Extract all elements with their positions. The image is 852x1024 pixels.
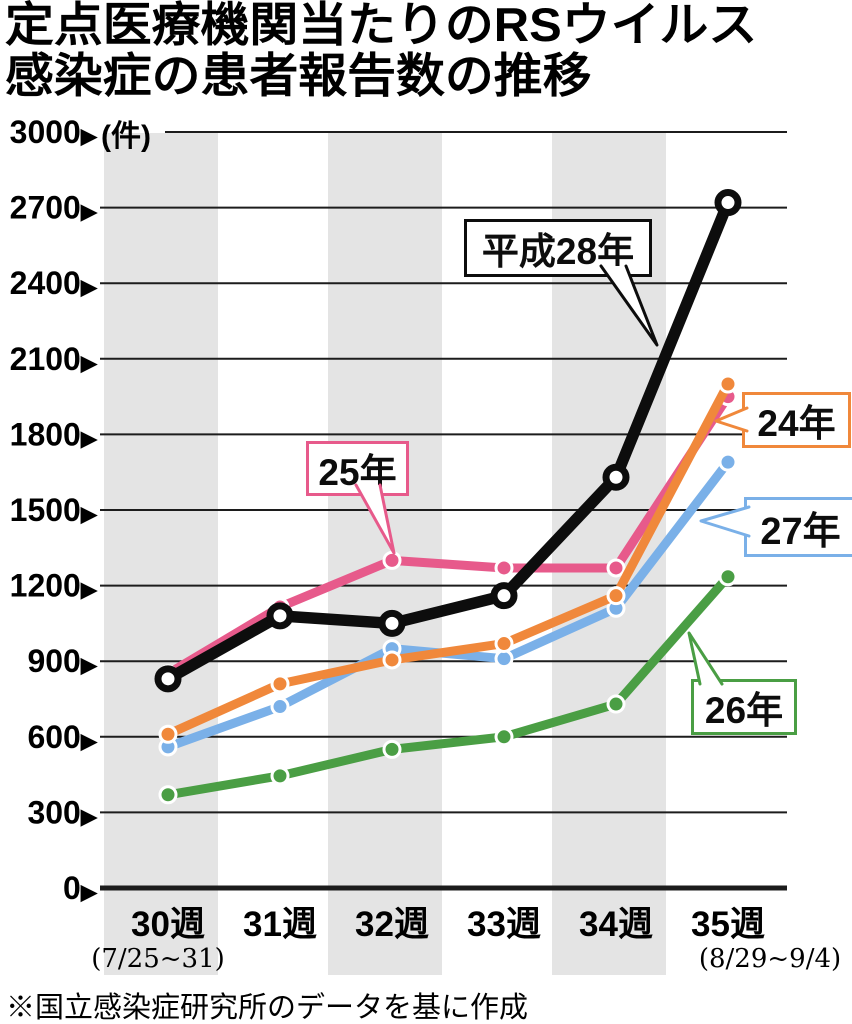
data-point-27年-w1 <box>270 697 290 717</box>
data-point-24年-w1 <box>270 674 290 694</box>
title-line-1: 定点医療機関当たりのRSウイルス <box>5 0 758 51</box>
data-point-25年-w4 <box>606 558 626 578</box>
series-label-year24: 24年 <box>742 392 851 448</box>
x-tick-label-week2: 32週 <box>355 905 429 944</box>
x-tick-label-week0: 30週 <box>131 905 205 944</box>
x-tick-label-week4: 34週 <box>579 905 653 944</box>
data-point-26年-w3 <box>494 727 514 747</box>
data-point-25年-w3 <box>494 558 514 578</box>
series-label-year27-text: 27年 <box>760 510 841 553</box>
series-line-26年 <box>163 572 733 800</box>
x-date-range-label: (8/29~9/4) <box>699 944 841 974</box>
series-label-heisei28: 平成28年 <box>464 219 652 277</box>
x-tick-label-week1: 31週 <box>243 905 317 944</box>
series-line-24年 <box>163 379 733 739</box>
series-label-year26-text: 26年 <box>704 690 784 731</box>
y-tick-label-1500: 1500▶ <box>10 492 98 528</box>
data-point-平成28年-w4 <box>602 463 630 491</box>
y-tick-label-1200: 1200▶ <box>10 568 98 604</box>
data-point-24年-w4 <box>606 586 626 606</box>
x-date-range-label: (7/25~31) <box>91 944 225 974</box>
series-line-平成28年 <box>162 196 734 685</box>
data-point-24年-w0 <box>158 724 178 744</box>
series-label-year25-text: 25年 <box>318 451 397 493</box>
series-label-year25: 25年 <box>306 441 409 496</box>
tick-arrow-icon: ▶ <box>80 503 98 526</box>
data-point-27年-w3 <box>494 649 514 669</box>
x-tick-label-week3: 33週 <box>467 905 541 944</box>
data-point-平成28年-w0 <box>154 665 182 693</box>
y-tick-label-600: 600▶ <box>27 719 97 755</box>
source-note: ※国立感染症研究所のデータを基に作成 <box>6 990 529 1024</box>
data-point-24年-w2 <box>382 650 402 670</box>
data-point-平成28年-w1 <box>266 602 294 630</box>
y-tick-label-2100: 2100▶ <box>10 341 98 377</box>
x-tick-label-week5: 35週 <box>691 905 765 944</box>
title-line-2: 感染症の患者報告数の推移 <box>5 48 592 102</box>
series-label-year26: 26年 <box>691 679 797 735</box>
series-label-heisei28-text: 平成28年 <box>481 231 635 272</box>
data-point-平成28年-w5 <box>714 189 742 217</box>
tick-arrow-icon: ▶ <box>80 276 98 299</box>
series-label-year24-text: 24年 <box>757 403 836 444</box>
y-tick-label-300: 300▶ <box>27 794 97 830</box>
tick-arrow-icon: ▶ <box>80 201 98 224</box>
shaded-week-band <box>104 133 218 975</box>
y-tick-label-2700: 2700▶ <box>10 190 98 226</box>
data-point-24年-w5 <box>718 374 738 394</box>
tick-arrow-icon: ▶ <box>80 805 98 828</box>
series-label-year27: 27年 <box>744 497 852 557</box>
y-tick-label-2400: 2400▶ <box>10 265 98 301</box>
data-point-25年-w2 <box>382 550 402 570</box>
y-axis-unit-label: (件) <box>101 120 151 153</box>
tick-arrow-icon: ▶ <box>80 579 98 602</box>
y-tick-label-1800: 1800▶ <box>10 416 98 452</box>
data-point-26年-w4 <box>606 694 626 714</box>
page-title: 定点医療機関当たりのRSウイルス 感染症の患者報告数の推移 <box>5 0 757 102</box>
tick-arrow-icon: ▶ <box>80 881 98 904</box>
data-point-26年-w0 <box>158 785 178 805</box>
series-line-25年 <box>163 392 733 679</box>
tick-arrow-icon: ▶ <box>80 125 98 148</box>
y-tick-label-0: 0▶ <box>63 870 98 906</box>
data-point-24年-w3 <box>494 634 514 654</box>
y-tick-label-3000: 3000▶ <box>10 114 98 150</box>
data-point-平成28年-w2 <box>378 609 406 637</box>
tick-arrow-icon: ▶ <box>80 427 98 450</box>
data-point-26年-w2 <box>382 739 402 759</box>
data-point-26年-w1 <box>270 766 290 786</box>
tick-arrow-icon: ▶ <box>80 352 98 375</box>
y-tick-label-900: 900▶ <box>27 643 97 679</box>
data-point-26年-w5 <box>718 567 738 587</box>
data-point-27年-w5 <box>718 452 738 472</box>
tick-arrow-icon: ▶ <box>80 654 98 677</box>
tick-arrow-icon: ▶ <box>80 730 98 753</box>
data-point-平成28年-w3 <box>490 582 518 610</box>
